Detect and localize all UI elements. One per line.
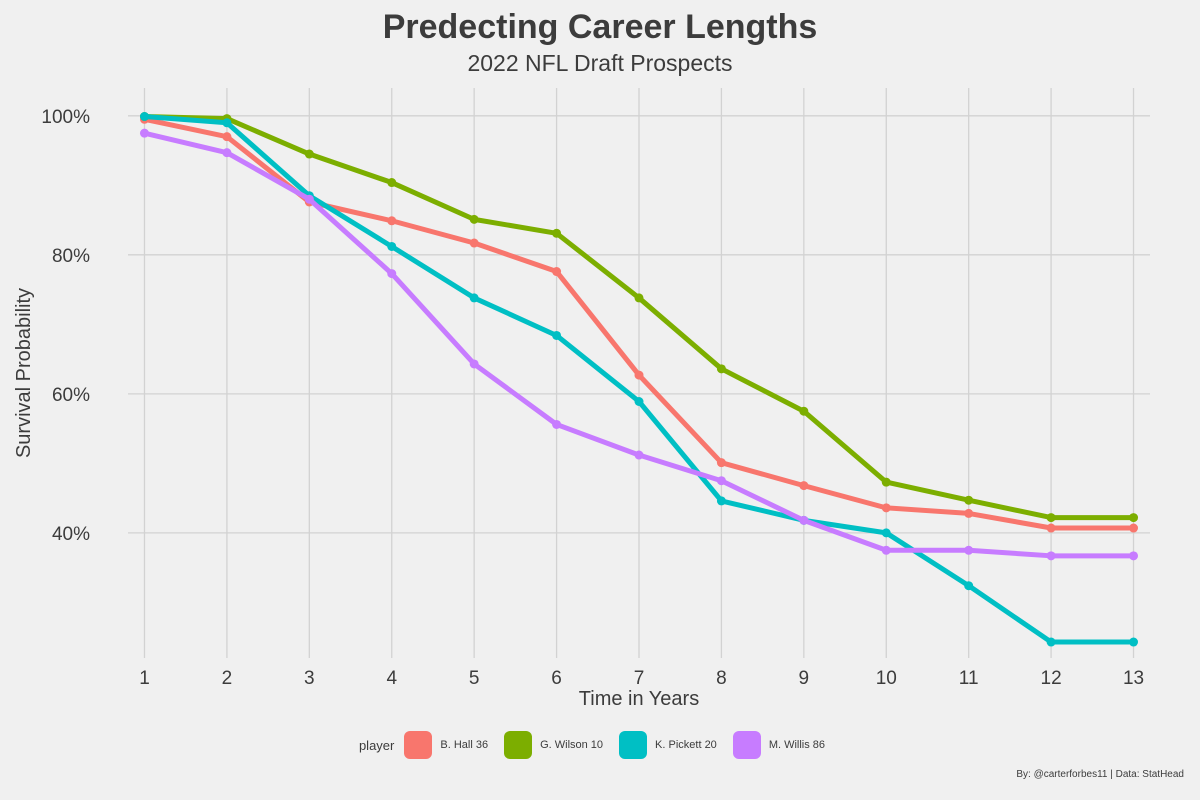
y-tick-label: 80% — [52, 246, 90, 267]
data-point-k-pickett-20 — [634, 397, 644, 406]
data-point-m-willis-86 — [1129, 551, 1139, 561]
legend-label: B. Hall 36 — [440, 739, 489, 751]
data-point-g-wilson-10 — [387, 178, 397, 188]
data-point-b-hall-36 — [469, 238, 479, 248]
data-point-k-pickett-20 — [964, 581, 974, 591]
x-tick-label: 7 — [634, 668, 645, 689]
legend-swatch — [404, 731, 433, 759]
chart-title: Predecting Career Lengths — [382, 8, 818, 46]
data-point-b-hall-36 — [387, 216, 397, 226]
x-tick-label: 13 — [1123, 668, 1144, 689]
legend-title: player — [358, 737, 395, 753]
data-point-m-willis-86 — [387, 269, 397, 279]
data-point-b-hall-36 — [716, 458, 726, 468]
x-axis-title: Time in Years — [579, 688, 699, 710]
data-point-m-willis-86 — [552, 419, 562, 429]
legend-label: M. Willis 86 — [768, 739, 826, 751]
legend-swatch — [732, 731, 761, 759]
data-point-m-willis-86 — [716, 476, 726, 486]
series-lines — [139, 112, 1139, 647]
x-tick-label: 4 — [386, 668, 397, 689]
y-tick-label: 100% — [41, 107, 90, 128]
data-point-k-pickett-20 — [222, 118, 232, 128]
data-point-k-pickett-20 — [881, 528, 891, 538]
legend-item-b-hall: B. Hall 36 — [404, 731, 488, 759]
legend-swatch — [504, 731, 533, 759]
data-point-b-hall-36 — [799, 481, 809, 491]
legend-item-m-willis: M. Willis 86 — [732, 731, 826, 759]
legend-label: G. Wilson 10 — [540, 739, 604, 751]
data-point-k-pickett-20 — [716, 496, 726, 506]
data-point-k-pickett-20 — [1129, 637, 1139, 647]
data-point-m-willis-86 — [139, 128, 149, 138]
data-point-g-wilson-10 — [304, 149, 314, 159]
data-point-g-wilson-10 — [964, 495, 974, 505]
x-tick-label: 3 — [304, 668, 315, 689]
x-tick-label: 10 — [876, 668, 897, 689]
data-point-b-hall-36 — [1046, 523, 1056, 533]
data-point-b-hall-36 — [964, 508, 974, 518]
data-point-b-hall-36 — [552, 267, 562, 277]
data-point-k-pickett-20 — [552, 330, 562, 340]
data-point-m-willis-86 — [469, 359, 479, 369]
data-point-g-wilson-10 — [634, 293, 644, 303]
data-point-b-hall-36 — [1129, 523, 1139, 533]
x-tick-label: 6 — [551, 668, 562, 689]
data-point-g-wilson-10 — [881, 477, 891, 487]
data-point-g-wilson-10 — [716, 364, 726, 374]
x-tick-label: 5 — [469, 668, 480, 689]
data-point-m-willis-86 — [304, 194, 314, 204]
data-point-k-pickett-20 — [139, 112, 149, 121]
x-tick-label: 2 — [222, 668, 233, 689]
y-tick-label: 60% — [52, 385, 90, 406]
legend: player B. Hall 36 G. Wilson 10 K. Picket… — [0, 731, 1200, 759]
y-tick-label: 40% — [52, 524, 90, 545]
chart-subtitle: 2022 NFL Draft Prospects — [467, 50, 733, 76]
legend-item-k-pickett: K. Pickett 20 — [619, 731, 717, 759]
data-point-m-willis-86 — [964, 545, 974, 555]
y-axis-title: Survival Probability — [13, 288, 35, 458]
legend-item-g-wilson: G. Wilson 10 — [504, 731, 603, 759]
data-point-g-wilson-10 — [799, 406, 809, 416]
data-point-b-hall-36 — [634, 370, 644, 380]
legend-swatch — [619, 731, 648, 759]
data-point-k-pickett-20 — [469, 293, 479, 303]
data-point-g-wilson-10 — [1046, 513, 1056, 523]
data-point-g-wilson-10 — [469, 214, 479, 224]
data-point-m-willis-86 — [1046, 551, 1056, 561]
data-point-k-pickett-20 — [1046, 637, 1056, 647]
x-tick-label: 11 — [959, 668, 979, 689]
x-tick-label: 8 — [716, 668, 727, 689]
caption: By: @carterforbes11 | Data: StatHead — [1016, 769, 1184, 780]
data-point-g-wilson-10 — [552, 228, 562, 238]
data-point-k-pickett-20 — [387, 241, 397, 251]
data-point-m-willis-86 — [222, 148, 232, 158]
data-point-g-wilson-10 — [1129, 513, 1139, 523]
data-point-m-willis-86 — [881, 545, 891, 555]
data-point-m-willis-86 — [799, 515, 809, 525]
data-point-m-willis-86 — [634, 450, 644, 460]
x-tick-label: 9 — [799, 668, 810, 689]
data-point-b-hall-36 — [881, 503, 891, 513]
legend-label: K. Pickett 20 — [655, 739, 717, 751]
x-tick-label: 1 — [139, 668, 150, 689]
x-tick-label: 12 — [1041, 668, 1062, 689]
data-point-b-hall-36 — [222, 132, 232, 142]
